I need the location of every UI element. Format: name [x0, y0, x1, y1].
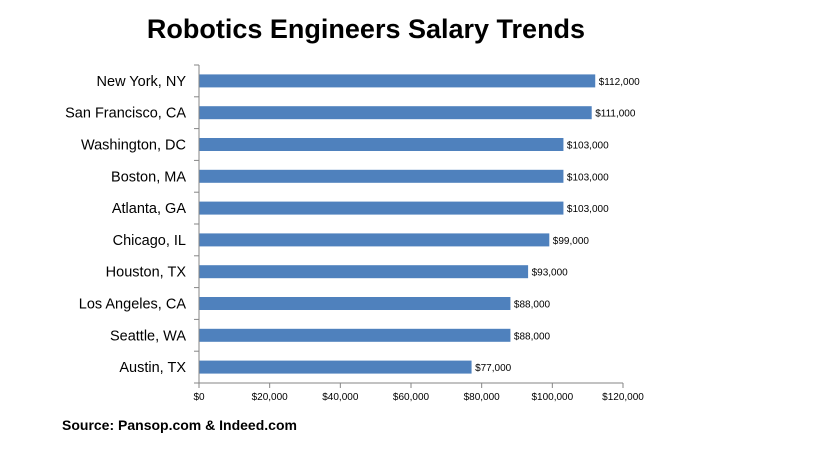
data-label: $103,000: [567, 141, 609, 152]
bar: [199, 360, 472, 374]
bar: [199, 106, 592, 120]
data-label: $103,000: [567, 204, 609, 215]
category-label: Atlanta, GA: [112, 201, 186, 217]
x-tick-label: $20,000: [252, 392, 289, 403]
category-label: Houston, TX: [106, 265, 187, 281]
x-tick-label: $60,000: [393, 392, 430, 403]
data-label: $111,000: [595, 109, 636, 120]
bar: [199, 233, 550, 247]
chart-title: Robotics Engineers Salary Trends: [146, 14, 586, 44]
bar: [199, 169, 564, 183]
bar: [199, 201, 564, 215]
chart-axes: [194, 64, 624, 388]
category-label: San Francisco, CA: [65, 106, 186, 122]
x-tick-label: $80,000: [464, 392, 501, 403]
bar: [199, 74, 596, 88]
category-label: Seattle, WA: [110, 328, 186, 344]
data-label: $93,000: [532, 268, 569, 279]
data-label: $88,000: [514, 300, 551, 311]
category-label: Washington, DC: [81, 138, 186, 154]
source-note: Source: Pansop.com & Indeed.com: [62, 417, 297, 433]
bar: [199, 328, 511, 342]
bar: [199, 265, 529, 279]
x-tick-label: $40,000: [322, 392, 359, 403]
x-tick-label: $120,000: [602, 392, 644, 403]
category-label: Austin, TX: [119, 360, 186, 376]
bar-chart: $0 $20,000 $40,000 $60,000 $80,000 $100,000 $1…: [65, 64, 644, 403]
category-label: Chicago, IL: [113, 233, 186, 249]
data-label: $88,000: [514, 331, 551, 342]
bar: [199, 297, 511, 310]
category-label: Boston, MA: [111, 169, 186, 185]
x-tick-label: $0: [193, 392, 205, 403]
category-label: Los Angeles, CA: [79, 297, 187, 313]
bar: [199, 138, 564, 151]
labels-group: $0 $20,000 $40,000 $60,000 $80,000 $100,000 $1…: [65, 74, 644, 403]
x-tick-label: $100,000: [531, 392, 573, 403]
data-label: $99,000: [553, 236, 590, 247]
category-label: New York, NY: [97, 74, 187, 90]
data-label: $112,000: [599, 77, 640, 88]
data-label: $77,000: [475, 363, 512, 374]
data-label: $103,000: [567, 172, 609, 183]
bars-group: [199, 74, 596, 374]
